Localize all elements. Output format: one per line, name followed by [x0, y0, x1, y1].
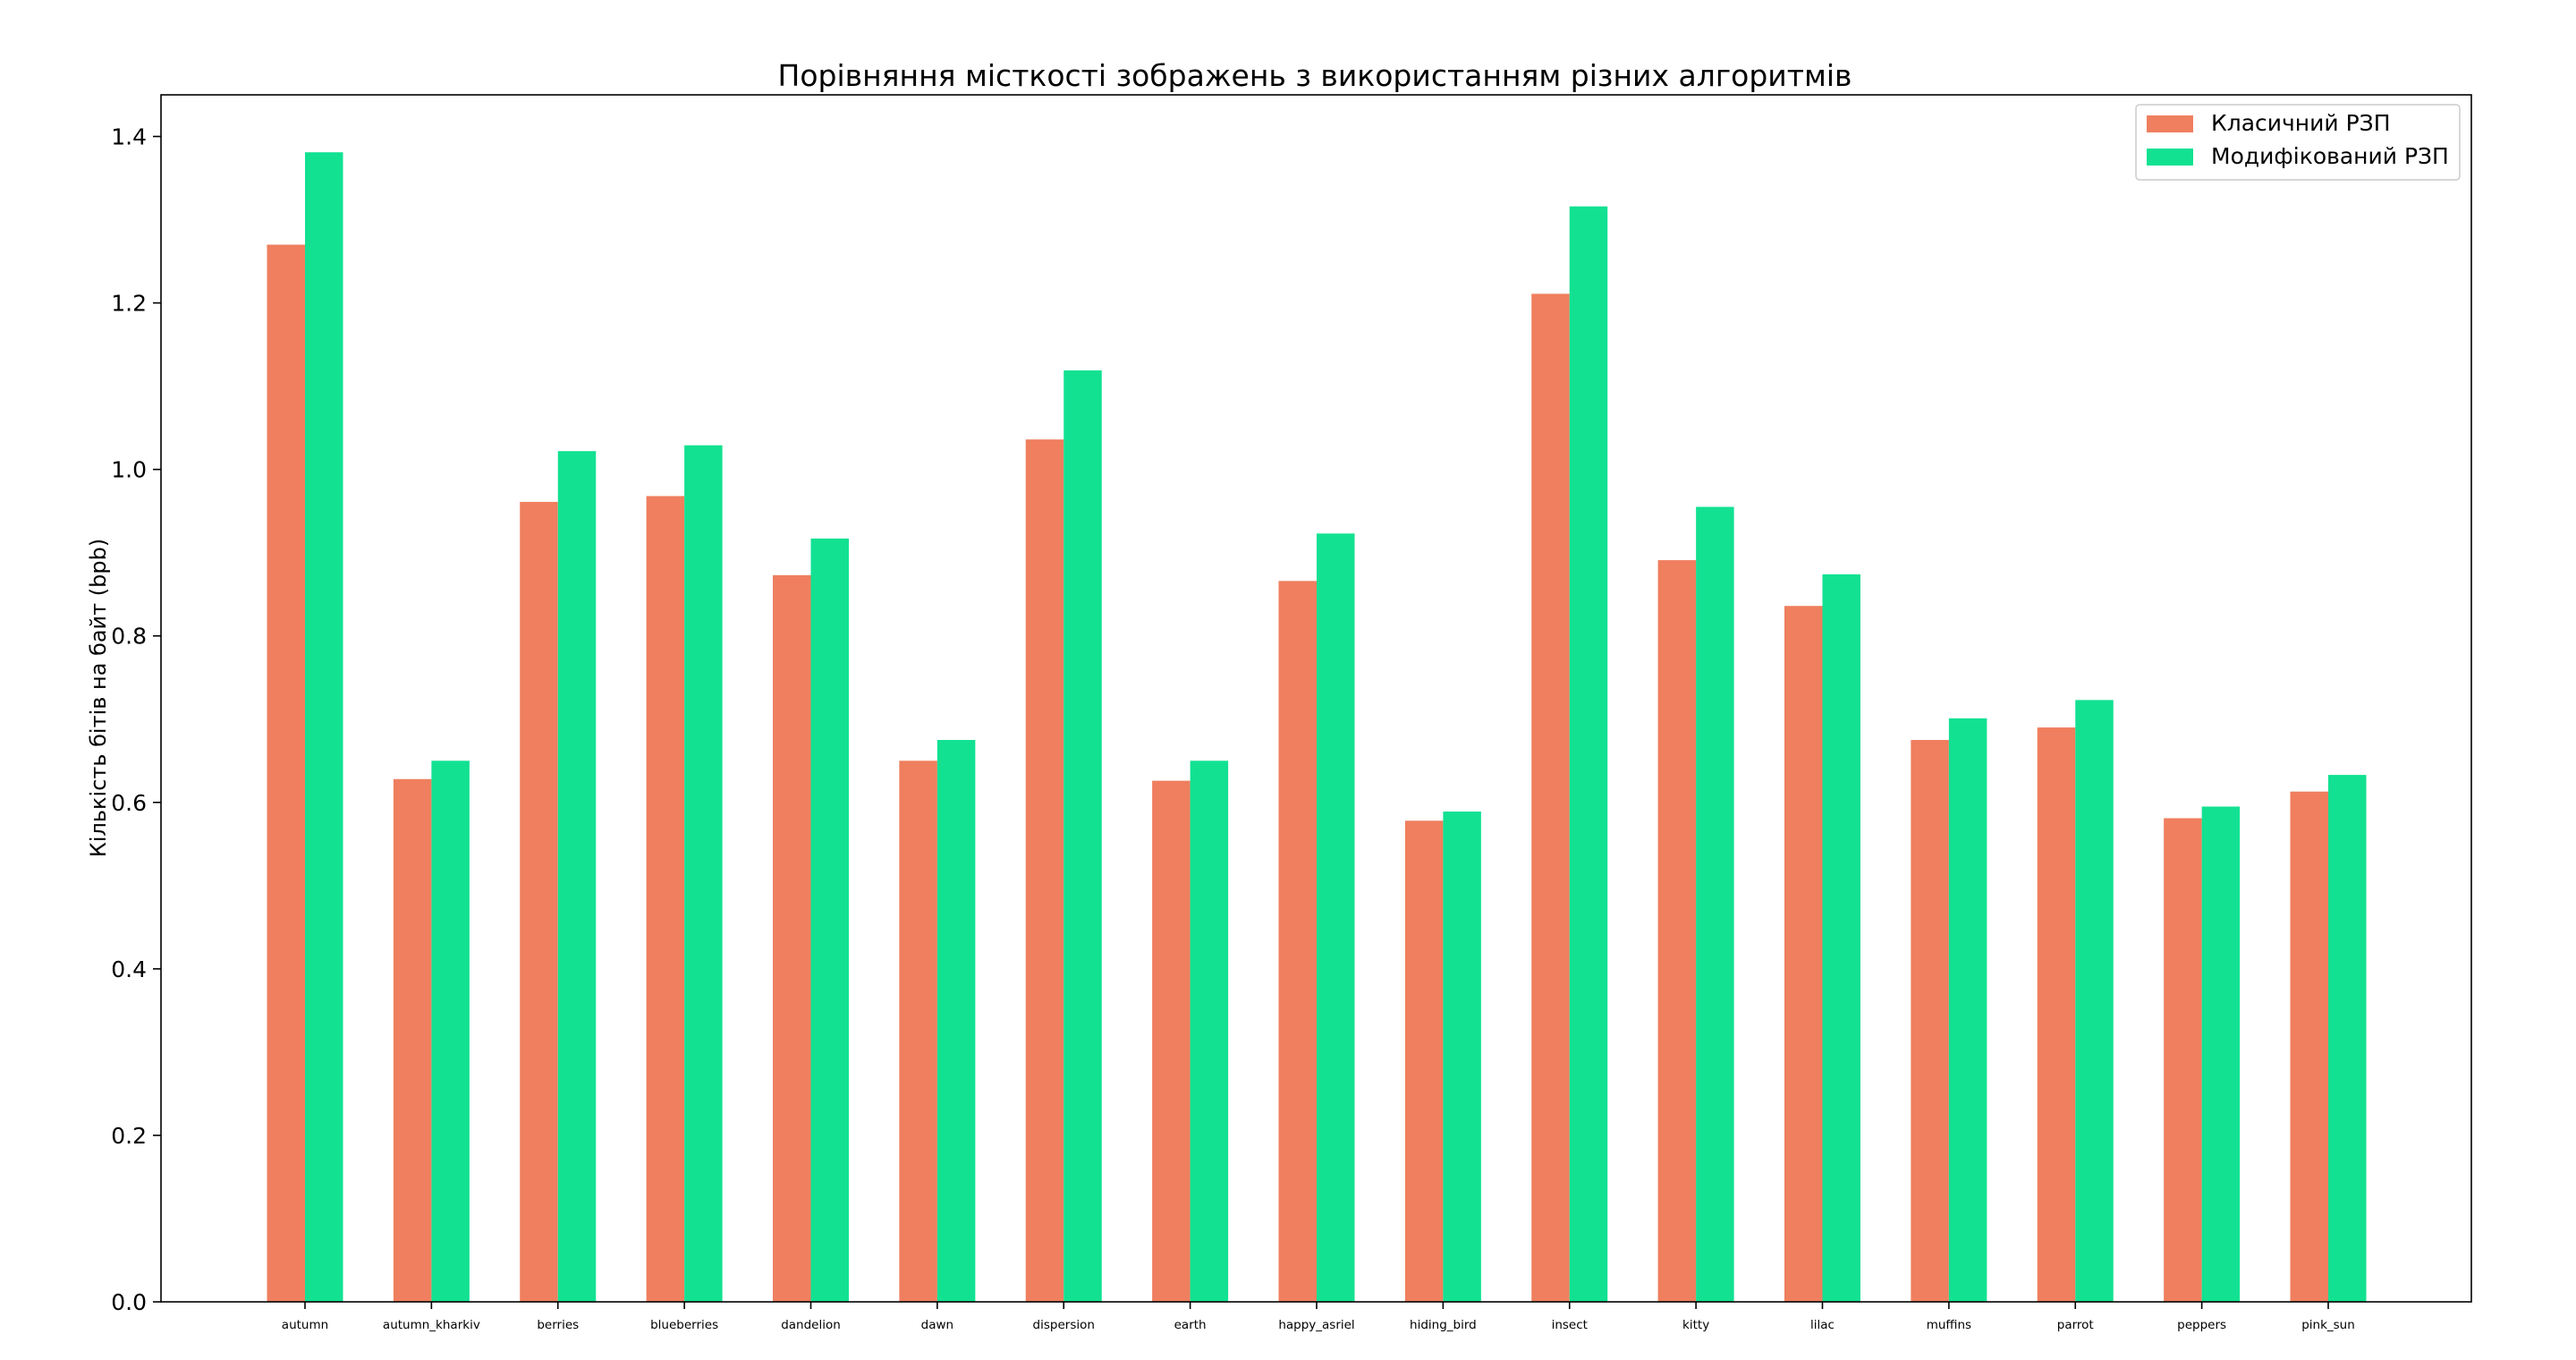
legend-swatch-2	[2147, 149, 2193, 166]
x-tick-label: happy_asriel	[1278, 1318, 1354, 1332]
y-tick-label: 0.8	[111, 624, 147, 650]
bar-kitty-series-1	[1657, 560, 1697, 1302]
bar-pink_sun-series-1	[2290, 791, 2328, 1302]
x-tick-label: dandelion	[781, 1318, 841, 1332]
bar-blueberries-series-2	[684, 445, 723, 1302]
x-tick-label: kitty	[1682, 1318, 1709, 1332]
x-tick-label: pink_sun	[2301, 1318, 2355, 1332]
x-tick-label: dawn	[921, 1318, 953, 1332]
bar-earth-series-2	[1190, 761, 1229, 1302]
legend-label-1: Класичний РЗП	[2211, 110, 2391, 136]
x-tick-label: earth	[1174, 1318, 1207, 1332]
bar-blueberries-series-1	[646, 496, 685, 1302]
bars-layer	[267, 152, 2367, 1303]
y-tick-label: 1.4	[111, 124, 147, 150]
bar-lilac-series-2	[1822, 574, 1860, 1302]
bar-insect-series-2	[1569, 206, 1608, 1302]
y-tick-label: 0.2	[111, 1123, 147, 1149]
bar-autumn-series-2	[305, 152, 343, 1302]
legend-swatch-1	[2147, 115, 2193, 132]
y-tick-label: 0.6	[111, 790, 147, 816]
bar-dispersion-series-2	[1063, 370, 1102, 1303]
bar-muffins-series-2	[1948, 718, 1987, 1302]
x-tick-label: lilac	[1810, 1318, 1835, 1332]
bar-autumn_kharkiv-series-1	[393, 778, 432, 1302]
legend: Класичний РЗП Модифікований РЗП	[2135, 104, 2461, 181]
x-tick-label: dispersion	[1033, 1318, 1095, 1332]
bar-dispersion-series-1	[1025, 439, 1064, 1303]
legend-box	[2135, 104, 2461, 181]
x-tick-label: blueberries	[650, 1318, 718, 1332]
chart-title: Порівняння місткості зображень з викорис…	[778, 58, 1852, 93]
x-tick-label: peppers	[2177, 1318, 2226, 1332]
bar-earth-series-1	[1152, 780, 1191, 1302]
legend-label-2: Модифікований РЗП	[2211, 143, 2449, 169]
bar-happy_asriel-series-2	[1317, 533, 1355, 1302]
bar-dandelion-series-2	[810, 538, 849, 1302]
bar-happy_asriel-series-1	[1278, 581, 1317, 1302]
bar-insect-series-1	[1531, 293, 1570, 1302]
y-tick-label: 0.4	[111, 956, 147, 982]
y-axis-label: Кількість бітів на байт (bpb)	[86, 539, 111, 857]
bar-peppers-series-1	[2164, 818, 2202, 1302]
bar-dawn-series-2	[936, 740, 976, 1302]
x-tick-label: insect	[1552, 1318, 1588, 1332]
bar-autumn-series-1	[267, 244, 305, 1303]
x-tick-label: hiding_bird	[1410, 1318, 1477, 1332]
bar-berries-series-1	[520, 501, 558, 1302]
bar-hiding_bird-series-1	[1404, 820, 1444, 1302]
axes-layer: 0.0 0.2 0.4 0.6 0.8 1.0 1.2 1.4 autumn autumn_kha…	[111, 94, 2472, 1332]
bar-berries-series-2	[557, 451, 597, 1302]
x-tick-label: autumn_kharkiv	[383, 1318, 480, 1332]
bar-hiding_bird-series-2	[1443, 812, 1481, 1302]
bar-kitty-series-2	[1696, 506, 1734, 1302]
x-tick-label: muffins	[1927, 1318, 1971, 1332]
bar-autumn_kharkiv-series-2	[431, 761, 470, 1302]
bar-pink_sun-series-2	[2328, 775, 2367, 1302]
x-tick-label: autumn	[282, 1318, 328, 1332]
bar-dawn-series-1	[899, 761, 937, 1302]
x-tick-label: berries	[537, 1318, 579, 1332]
bar-peppers-series-2	[2201, 806, 2241, 1302]
bar-dandelion-series-1	[773, 574, 811, 1302]
x-tick-label: parrot	[2057, 1318, 2094, 1332]
bar-parrot-series-2	[2075, 700, 2114, 1302]
bar-parrot-series-1	[2037, 727, 2076, 1302]
y-tick-label: 0.0	[111, 1289, 147, 1315]
y-tick-label: 1.0	[111, 457, 147, 483]
bar-muffins-series-1	[1911, 740, 1949, 1302]
bar-lilac-series-1	[1784, 606, 1823, 1302]
y-tick-label: 1.2	[111, 291, 147, 317]
